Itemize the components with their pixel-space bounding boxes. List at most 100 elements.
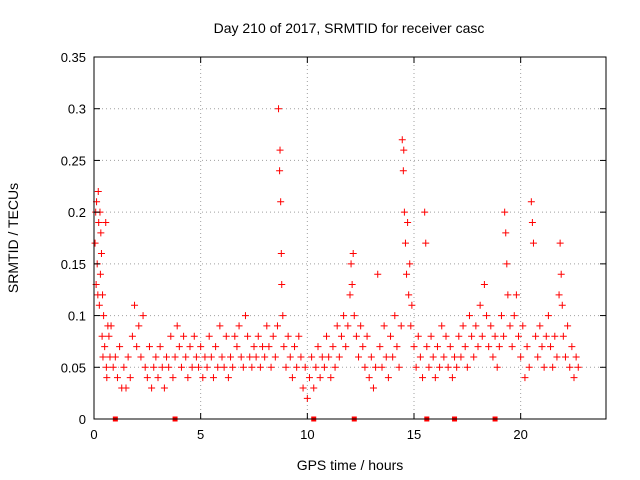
data-point (295, 332, 303, 340)
data-point (277, 250, 285, 258)
data-point (102, 363, 110, 371)
data-point (438, 322, 446, 330)
data-point (269, 332, 277, 340)
data-point (220, 363, 228, 371)
y-tick-label: 0.1 (68, 309, 86, 324)
data-point (224, 374, 232, 382)
data-point (408, 301, 416, 309)
data-point (131, 301, 139, 309)
data-point (485, 343, 493, 351)
data-point (126, 374, 134, 382)
data-point (148, 384, 156, 392)
data-point (291, 343, 299, 351)
data-point (440, 353, 448, 361)
data-point (448, 374, 456, 382)
data-point (500, 332, 508, 340)
y-tick-label: 0.25 (61, 153, 86, 168)
data-point (163, 353, 171, 361)
data-point (346, 291, 354, 299)
data-point (182, 353, 190, 361)
data-point (107, 322, 115, 330)
data-point (357, 322, 365, 330)
data-point (493, 363, 501, 371)
data-point (312, 363, 320, 371)
data-point (111, 353, 119, 361)
data-point (393, 343, 401, 351)
data-point (152, 353, 160, 361)
data-point (297, 353, 305, 361)
data-point (329, 343, 337, 351)
data-point (442, 332, 450, 340)
data-point (231, 332, 239, 340)
data-point (109, 363, 117, 371)
data-point (103, 374, 111, 382)
data-point (235, 322, 243, 330)
data-point (167, 332, 175, 340)
data-point (113, 374, 121, 382)
data-point (261, 353, 269, 361)
data-point (99, 291, 107, 299)
data-point (177, 363, 185, 371)
data-point (100, 312, 108, 320)
data-point (349, 250, 357, 258)
data-point (367, 353, 375, 361)
data-point (506, 322, 514, 330)
data-point (192, 353, 200, 361)
data-point (320, 363, 328, 371)
data-point (263, 322, 271, 330)
data-point (96, 270, 104, 278)
data-point (137, 353, 145, 361)
y-tick-label: 0.2 (68, 205, 86, 220)
data-point (534, 353, 542, 361)
data-point (348, 281, 356, 289)
data-point (207, 353, 215, 361)
data-point (416, 353, 424, 361)
data-point (427, 332, 435, 340)
data-point (519, 322, 527, 330)
data-point (91, 239, 99, 247)
data-point (256, 363, 264, 371)
data-point (376, 343, 384, 351)
data-point (398, 136, 406, 144)
data-point (414, 332, 422, 340)
data-point (212, 343, 220, 351)
data-point (400, 146, 408, 154)
data-point (483, 312, 491, 320)
data-point (470, 353, 478, 361)
data-point (333, 322, 341, 330)
data-point (365, 374, 373, 382)
data-point (205, 332, 213, 340)
data-point (344, 322, 352, 330)
data-point (542, 332, 550, 340)
data-point (218, 353, 226, 361)
data-point (124, 353, 132, 361)
data-point (425, 363, 433, 371)
data-point (276, 167, 284, 175)
data-point (331, 363, 339, 371)
data-point (529, 239, 537, 247)
data-point (288, 374, 296, 382)
data-point (457, 353, 465, 361)
data-point (101, 343, 109, 351)
data-point (564, 322, 572, 330)
data-point (517, 353, 525, 361)
data-point (391, 312, 399, 320)
data-point (538, 343, 546, 351)
data-point (105, 332, 113, 340)
data-point (512, 291, 520, 299)
data-point (197, 343, 205, 351)
data-point (233, 343, 241, 351)
data-point (355, 353, 363, 361)
data-point (347, 260, 355, 268)
data-point (474, 343, 482, 351)
data-point (209, 374, 217, 382)
data-point (327, 374, 335, 382)
data-point (199, 374, 207, 382)
data-point (244, 332, 252, 340)
data-point (175, 343, 183, 351)
data-point (273, 322, 281, 330)
data-point (361, 363, 369, 371)
data-point (214, 363, 222, 371)
data-point (279, 312, 287, 320)
